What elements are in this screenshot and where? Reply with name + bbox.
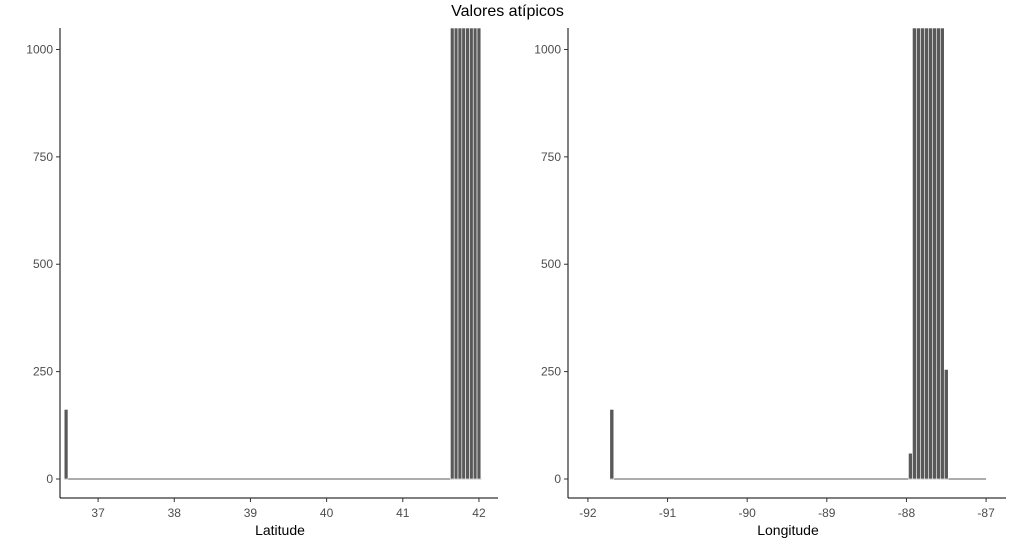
longitude-x-axis-title: Longitude bbox=[757, 522, 819, 538]
longitude-bar bbox=[916, 27, 921, 480]
latitude-bar bbox=[63, 409, 69, 480]
longitude-bar bbox=[920, 27, 925, 480]
longitude-y-tick-label: 0 bbox=[554, 472, 561, 486]
latitude-x-tick-label: 39 bbox=[244, 506, 258, 520]
longitude-y-tick-label: 750 bbox=[541, 150, 561, 164]
latitude-bar bbox=[465, 27, 470, 480]
latitude-bar bbox=[450, 27, 455, 480]
longitude-bar bbox=[932, 27, 937, 480]
latitude-bar bbox=[469, 27, 474, 480]
longitude-bar bbox=[908, 452, 913, 480]
longitude-bar bbox=[936, 27, 941, 480]
latitude-x-tick-label: 37 bbox=[91, 506, 105, 520]
latitude-y-tick-label: 750 bbox=[33, 150, 53, 164]
longitude-x-tick-label: -91 bbox=[659, 506, 677, 520]
latitude-y-tick-label: 0 bbox=[46, 472, 53, 486]
longitude-x-tick-label: -92 bbox=[579, 506, 597, 520]
latitude-x-tick-label: 42 bbox=[472, 506, 486, 520]
latitude-bar bbox=[457, 27, 463, 480]
longitude-y-tick-label: 1000 bbox=[534, 42, 561, 56]
latitude-panel: 0 250 500 750 1000 37 38 39 40 41 42 Latitude bbox=[26, 27, 498, 538]
longitude-x-tick-label: -90 bbox=[739, 506, 757, 520]
longitude-bar bbox=[912, 27, 917, 480]
latitude-bar bbox=[461, 27, 466, 480]
longitude-panel: 0 250 500 750 1000 -92 -91 -90 -89 -88 -87 Longitud… bbox=[534, 27, 1006, 538]
chart-title: Valores atípicos bbox=[451, 3, 564, 20]
longitude-bar bbox=[943, 369, 949, 480]
longitude-bar bbox=[924, 27, 929, 480]
longitude-y-tick-label: 250 bbox=[541, 365, 561, 379]
latitude-x-tick-label: 41 bbox=[396, 506, 410, 520]
longitude-x-tick-label: -89 bbox=[818, 506, 836, 520]
latitude-bar bbox=[453, 27, 459, 480]
longitude-x-tick-label: -87 bbox=[977, 506, 995, 520]
latitude-x-tick-label: 40 bbox=[320, 506, 334, 520]
latitude-y-tick-label: 250 bbox=[33, 365, 53, 379]
latitude-y-tick-label: 500 bbox=[33, 257, 53, 271]
longitude-bar bbox=[609, 409, 615, 480]
longitude-bar bbox=[939, 27, 945, 480]
longitude-y-tick-label: 500 bbox=[541, 257, 561, 271]
latitude-x-tick-label: 38 bbox=[168, 506, 182, 520]
latitude-y-tick-label: 1000 bbox=[26, 42, 53, 56]
longitude-x-tick-label: -88 bbox=[898, 506, 916, 520]
latitude-x-axis-title: Latitude bbox=[255, 522, 305, 538]
latitude-bar bbox=[472, 27, 478, 480]
latitude-bar bbox=[476, 27, 482, 480]
longitude-bar bbox=[928, 27, 933, 480]
